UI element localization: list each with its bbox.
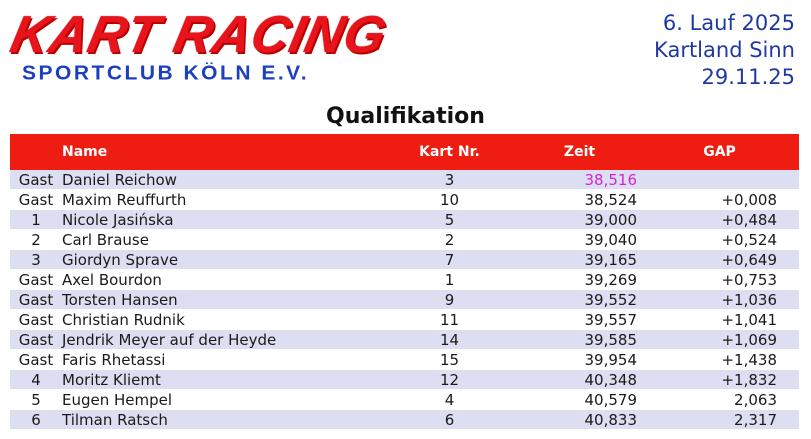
cell-name: Jendrik Meyer auf der Heyde	[62, 330, 277, 349]
cell-pos: Gast	[18, 170, 54, 189]
cell-zeit: 38,524	[584, 190, 638, 209]
cell-gap: +0,649	[721, 250, 777, 269]
page-title: Qualifikation	[326, 104, 485, 129]
cell-name: Eugen Hempel	[62, 390, 173, 409]
cell-kart: 15	[439, 350, 460, 369]
cell-name: Nicole Jasińska	[62, 210, 174, 229]
cell-pos: Gast	[18, 290, 54, 309]
cell-kart: 7	[444, 250, 455, 269]
cell-kart: 9	[444, 290, 455, 309]
cell-zeit: 39,269	[584, 270, 638, 289]
header-zeit: Zeit	[563, 144, 596, 160]
cell-pos: 4	[31, 370, 41, 389]
cell-zeit: 39,557	[584, 310, 638, 329]
cell-zeit: 39,552	[584, 290, 638, 309]
cell-zeit: 39,954	[584, 350, 638, 369]
event-round: 6. Lauf 2025	[662, 11, 795, 35]
table-row: 6 Tilman Ratsch 6 40,833 2,317	[10, 410, 799, 430]
header-gap: GAP	[703, 144, 736, 160]
cell-gap: +1,069	[721, 330, 777, 349]
table-row: 5 Eugen Hempel 4 40,579 2,063	[10, 390, 799, 410]
table-row: 1 Nicole Jasińska 5 39,000 +0,484	[10, 210, 799, 230]
cell-gap: 2,317	[734, 410, 777, 429]
cell-zeit: 40,833	[584, 410, 638, 429]
table-header: Name Kart Nr. Zeit GAP	[10, 134, 799, 170]
cell-zeit: 39,000	[584, 210, 638, 229]
cell-name: Christian Rudnik	[62, 310, 185, 329]
cell-kart: 1	[444, 270, 455, 289]
cell-name: Faris Rhetassi	[62, 350, 166, 369]
cell-gap: +0,524	[721, 230, 777, 249]
cell-name: Giordyn Sprave	[62, 250, 179, 269]
cell-name: Torsten Hansen	[62, 290, 178, 309]
table-row: 2 Carl Brause 2 39,040 +0,524	[10, 230, 799, 250]
cell-pos: Gast	[18, 350, 54, 369]
cell-zeit: 39,585	[584, 330, 638, 349]
cell-pos: 3	[31, 250, 41, 269]
cell-zeit: 38,516	[584, 170, 638, 189]
cell-kart: 10	[439, 190, 460, 209]
cell-gap: 2,063	[734, 390, 777, 409]
table-row: Gast Maxim Reuffurth 10 38,524 +0,008	[10, 190, 799, 210]
cell-pos: Gast	[18, 310, 54, 329]
event-date: 29.11.25	[701, 65, 795, 89]
results-table: Name Kart Nr. Zeit GAP Gast Daniel Reicho…	[10, 134, 799, 430]
table-row: Gast Axel Bourdon 1 39,269 +0,753	[10, 270, 799, 290]
cell-gap: +1,041	[721, 310, 777, 329]
cell-kart: 14	[439, 330, 460, 349]
cell-gap: +1,036	[721, 290, 777, 309]
cell-kart: 12	[439, 370, 460, 389]
cell-name: Maxim Reuffurth	[62, 190, 187, 209]
cell-kart: 5	[444, 210, 455, 229]
cell-gap: +1,438	[721, 350, 777, 369]
cell-kart: 2	[444, 230, 455, 249]
table-row: 4 Moritz Kliemt 12 40,348 +1,832	[10, 370, 799, 390]
cell-kart: 4	[444, 390, 455, 409]
event-location: Kartland Sinn	[654, 38, 795, 62]
cell-gap: +0,753	[721, 270, 777, 289]
header-name: Name	[62, 144, 108, 160]
event-info: 6. Lauf 2025 Kartland Sinn 29.11.25	[654, 10, 795, 91]
table-body: Gast Daniel Reichow 3 38,516 Gast Maxim Reuff…	[10, 170, 799, 430]
cell-pos: 6	[31, 410, 41, 429]
cell-gap: +0,008	[721, 190, 777, 209]
kart-racing-logo: KART RACING SPORTCLUB KÖLN E.V.	[6, 6, 392, 88]
cell-kart: 11	[439, 310, 460, 329]
cell-name: Axel Bourdon	[62, 270, 162, 289]
cell-zeit: 39,165	[584, 250, 638, 269]
cell-pos: Gast	[18, 190, 54, 209]
cell-pos: 2	[31, 230, 41, 249]
cell-name: Daniel Reichow	[62, 170, 177, 189]
cell-pos: Gast	[18, 270, 54, 289]
cell-zeit: 40,579	[584, 390, 638, 409]
cell-name: Carl Brause	[62, 230, 149, 249]
cell-kart: 6	[444, 410, 455, 429]
cell-gap: +1,832	[721, 370, 777, 389]
table-row: Gast Faris Rhetassi 15 39,954 +1,438	[10, 350, 799, 370]
header-kart: Kart Nr.	[419, 144, 480, 160]
logo-subtitle: SPORTCLUB KÖLN E.V.	[22, 62, 310, 85]
table-row: 3 Giordyn Sprave 7 39,165 +0,649	[10, 250, 799, 270]
table-row: Gast Daniel Reichow 3 38,516	[10, 170, 799, 190]
table-row: Gast Jendrik Meyer auf der Heyde 14 39,585 +…	[10, 330, 799, 350]
table-row: Gast Torsten Hansen 9 39,552 +1,036	[10, 290, 799, 310]
cell-pos: 5	[31, 390, 41, 409]
table-row: Gast Christian Rudnik 11 39,557 +1,041	[10, 310, 799, 330]
cell-name: Tilman Ratsch	[62, 410, 168, 429]
cell-zeit: 39,040	[584, 230, 638, 249]
logo-title: KART RACING	[5, 6, 393, 64]
cell-name: Moritz Kliemt	[62, 370, 161, 389]
cell-gap: +0,484	[721, 210, 777, 229]
cell-pos: 1	[31, 210, 41, 229]
cell-kart: 3	[444, 170, 455, 189]
cell-pos: Gast	[18, 330, 54, 349]
cell-zeit: 40,348	[584, 370, 638, 389]
